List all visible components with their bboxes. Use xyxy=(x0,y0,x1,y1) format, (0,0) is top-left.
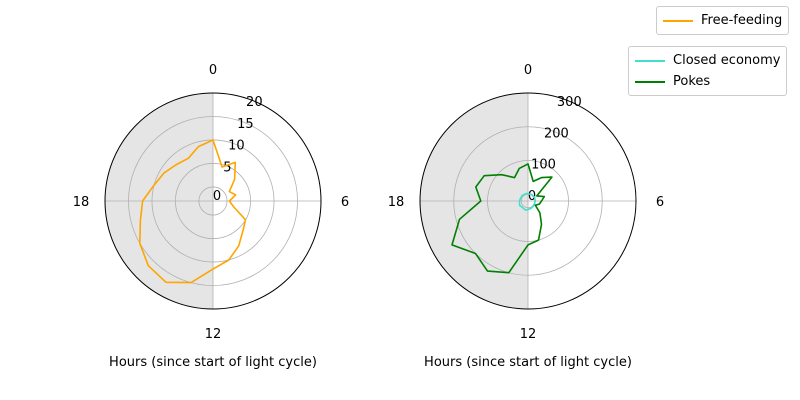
x-axis-label: Hours (since start of light cycle) xyxy=(109,355,317,370)
r-tick-label: 10 xyxy=(228,139,245,154)
series-line xyxy=(139,139,247,284)
legend-item: Pokes xyxy=(635,71,780,92)
legend-item: Free-feeding xyxy=(663,10,782,31)
theta-tick-label: 6 xyxy=(656,195,664,210)
polar-frame xyxy=(104,92,322,310)
polar-frame xyxy=(419,92,637,310)
legend-label: Pokes xyxy=(673,74,711,89)
r-tick-label: 15 xyxy=(237,117,254,132)
x-axis-label: Hours (since start of light cycle) xyxy=(424,355,632,370)
legend-swatch xyxy=(635,59,665,62)
legend-swatch xyxy=(635,80,665,83)
series-line xyxy=(451,163,553,274)
r-tick-label: 0 xyxy=(528,189,536,204)
r-tick-label: 200 xyxy=(544,126,569,141)
series-line xyxy=(518,192,537,211)
theta-tick-label: 0 xyxy=(209,63,217,78)
theta-tick-label: 12 xyxy=(520,327,537,342)
legend-top: Free-feeding xyxy=(656,6,790,35)
legend-item: Closed economy xyxy=(635,50,780,71)
legend-swatch xyxy=(663,19,693,22)
r-tick-label: 300 xyxy=(557,95,582,110)
r-tick-label: 0 xyxy=(213,189,221,204)
theta-tick-label: 18 xyxy=(388,195,405,210)
r-tick-label: 20 xyxy=(246,95,263,110)
legend-bottom: Closed economy Pokes xyxy=(628,46,788,96)
r-tick-label: 100 xyxy=(531,158,556,173)
legend-label: Closed economy xyxy=(673,53,781,68)
polar-chart-closed-economy-pokes: 0 6 12 18 0 100 200 300 Hours (since start of li… xyxy=(388,63,664,370)
theta-tick-label: 0 xyxy=(524,63,532,78)
theta-tick-label: 18 xyxy=(73,195,90,210)
r-tick-label: 5 xyxy=(223,160,231,175)
theta-tick-label: 12 xyxy=(205,327,222,342)
theta-tick-label: 6 xyxy=(341,195,349,210)
legend-label: Free-feeding xyxy=(701,13,783,28)
